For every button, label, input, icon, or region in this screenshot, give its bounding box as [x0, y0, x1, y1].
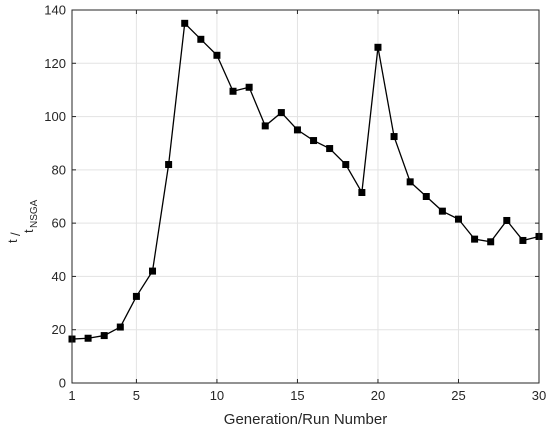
- data-point-marker: [519, 236, 527, 244]
- data-point-marker: [213, 51, 221, 59]
- data-point-marker: [116, 323, 124, 331]
- y-label-slash: /: [8, 232, 23, 236]
- data-point-marker: [149, 267, 157, 275]
- data-point-marker: [181, 19, 189, 27]
- data-point-marker: [165, 161, 173, 169]
- y-label-denominator-subscript: NSGA: [29, 199, 40, 228]
- x-tick-label: 25: [451, 388, 465, 403]
- x-axis-label: Generation/Run Number: [224, 411, 387, 428]
- y-tick-label: 100: [44, 109, 66, 124]
- x-tick-label: 20: [371, 388, 385, 403]
- y-tick-label: 140: [44, 3, 66, 18]
- data-point-marker: [326, 145, 334, 153]
- y-label-denominator: t: [21, 229, 36, 233]
- data-point-marker: [100, 332, 108, 340]
- data-point-marker: [293, 126, 301, 134]
- data-point-marker: [132, 292, 140, 300]
- data-point-marker: [229, 87, 237, 95]
- data-point-marker: [310, 137, 318, 145]
- data-point-marker: [277, 109, 285, 117]
- data-point-marker: [390, 133, 398, 141]
- y-tick-label: 40: [52, 269, 66, 284]
- data-point-marker: [342, 161, 350, 169]
- data-point-marker: [84, 334, 92, 342]
- data-point-marker: [261, 122, 269, 130]
- data-series: [68, 19, 543, 343]
- grid: [71, 9, 540, 384]
- data-point-marker: [422, 193, 430, 200]
- data-point-marker: [454, 215, 462, 223]
- x-tick-label: 30: [532, 388, 546, 403]
- data-point-marker: [358, 189, 366, 197]
- x-tick-label: 10: [210, 388, 224, 403]
- data-point-marker: [406, 178, 414, 186]
- data-point-marker: [471, 235, 479, 243]
- data-point-marker: [487, 238, 495, 246]
- plot-area-border: [71, 9, 540, 384]
- x-tick-label: 1: [68, 388, 75, 403]
- y-label-numerator: t: [5, 239, 20, 243]
- y-axis-label: t / t NSGA: [5, 199, 40, 243]
- x-tick-label: 5: [133, 388, 140, 403]
- y-tick-label: 80: [52, 162, 66, 177]
- data-point-marker: [197, 35, 205, 43]
- x-tick-label: 15: [290, 388, 304, 403]
- data-point-marker: [503, 216, 511, 224]
- y-tick-label: 20: [52, 322, 66, 337]
- data-point-marker: [438, 207, 446, 215]
- data-point-marker: [374, 43, 382, 51]
- y-tick-label: 0: [59, 376, 66, 391]
- data-point-marker: [245, 83, 253, 91]
- y-tick-label: 60: [52, 216, 66, 231]
- y-tick-label: 120: [44, 56, 66, 71]
